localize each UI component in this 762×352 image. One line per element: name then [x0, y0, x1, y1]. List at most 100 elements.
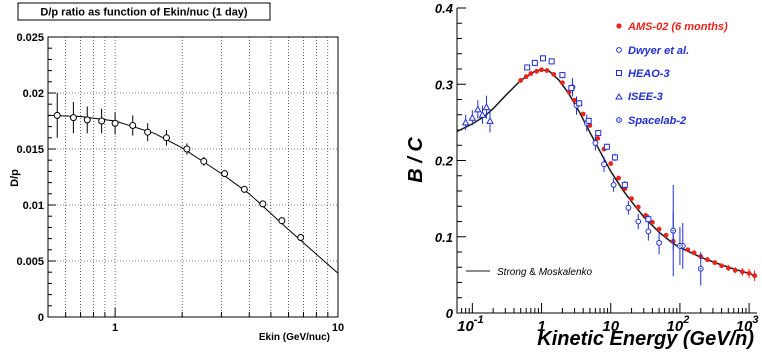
right-x-tick-label: 102	[667, 314, 690, 335]
right-y-tick-label: 0.3	[435, 77, 454, 92]
left-data-point	[259, 200, 267, 208]
right-data-point-filled-circle	[559, 80, 565, 86]
right-x-axis-label: Kinetic Energy (GeV/n)	[537, 328, 754, 350]
right-data-point-filled-circle	[725, 265, 731, 271]
legend-marker-open-triangle	[615, 93, 623, 100]
left-chart: D/p ratio as function of Ekin/nuc (1 day…	[9, 2, 344, 343]
right-data-point-open-square	[568, 85, 575, 92]
left-y-tick-label: 0.015	[16, 144, 44, 156]
left-y-tick-label: 0	[38, 312, 44, 324]
legend-model-name1: Strong	[497, 267, 527, 278]
left-y-tick-label: 0.02	[23, 88, 44, 100]
right-data-point-filled-circle	[656, 226, 662, 232]
right-data-point-filled-circle	[528, 71, 534, 76]
legend-marker-filled-circle	[616, 23, 622, 29]
right-data-point-filled-circle	[691, 250, 697, 256]
right-x-tick-label: 10-1	[457, 314, 483, 335]
left-data-point	[162, 134, 170, 142]
right-x-tick-label: 10	[602, 318, 619, 335]
left-grid	[48, 37, 338, 317]
left-title-box	[17, 2, 271, 21]
right-data-point-filled-circle	[685, 247, 691, 253]
right-data-point-open-square	[603, 143, 610, 150]
right-data-point-open-square	[540, 55, 547, 62]
right-data-point-open-triangle	[486, 116, 494, 124]
right-data-point-filled-circle	[746, 270, 752, 276]
legend-label: Spacelab-2	[628, 115, 686, 127]
legend-label: Dwyer et al.	[628, 45, 689, 57]
right-data-point-open-square	[621, 181, 628, 188]
left-data-point	[98, 117, 106, 125]
right-data-point-open-square	[531, 59, 538, 66]
right-x-tick-exponent: 3	[752, 314, 758, 326]
left-data-point	[221, 170, 229, 178]
left-x-axis-label: Ekin (GeV/nuc)	[259, 332, 330, 343]
left-x-tick-label: 10	[332, 322, 344, 334]
right-data-point-open-triangle	[473, 105, 482, 113]
right-model-curve	[456, 69, 758, 278]
right-x-tick-label: 103	[736, 314, 759, 335]
right-y-tick-label: 0.2	[435, 154, 454, 169]
left-axis-ticks	[47, 36, 339, 318]
right-x-tick-base: 10	[602, 318, 619, 335]
right-data-point-filled-circle	[595, 135, 601, 141]
left-data-point	[83, 116, 91, 124]
right-data-point-open-square	[559, 72, 566, 79]
legend-entry-dwyer: Dwyer et al.	[616, 45, 689, 57]
right-data-point-open-square	[645, 216, 652, 223]
right-data-point-filled-circle	[534, 68, 540, 74]
right-y-tick-label: 0.1	[435, 230, 453, 245]
right-data-point-filled-circle	[629, 196, 634, 202]
right-data-point-dot	[679, 245, 681, 247]
right-data-point-open-circle	[592, 140, 599, 146]
right-data-point-open-circle	[610, 182, 617, 188]
left-data-point	[144, 128, 152, 136]
right-data-point-open-square	[548, 58, 555, 65]
legend-marker-dot	[618, 119, 620, 121]
right-data-points	[461, 55, 757, 286]
right-data-point-dot	[672, 229, 675, 232]
legend-label: AMS-02 (6 months)	[627, 21, 728, 33]
legend-model-label: Strong & Moskalenko	[497, 267, 593, 278]
right-x-tick-label: 1	[537, 318, 545, 335]
left-plot-frame	[47, 36, 339, 318]
right-data-point-open-triangle	[482, 103, 491, 111]
right-data-point-filled-circle	[740, 269, 745, 275]
left-x-tick-label: 1	[112, 322, 118, 334]
right-data-point-filled-circle	[608, 161, 614, 166]
right-data-point-open-circle	[635, 218, 642, 225]
legend-label: ISEE-3	[628, 91, 663, 103]
left-data-point	[111, 119, 119, 127]
right-data-point-filled-circle	[518, 78, 524, 83]
right-data-point-open-circle	[625, 204, 632, 211]
right-data-point-open-triangle	[468, 113, 477, 121]
legend-entry-heao3: HEAO-3	[616, 68, 670, 80]
right-data-point-filled-circle	[712, 260, 718, 266]
right-data-point-filled-circle	[732, 267, 738, 273]
right-data-point-filled-circle	[705, 257, 710, 263]
right-y-tick-label: 0	[446, 306, 454, 321]
right-legend: AMS-02 (6 months) Dwyer et al. HEAO-3 IS…	[466, 21, 728, 278]
left-data-point	[69, 114, 77, 122]
right-chart: 0.4 0.3 0.2 0.1 0 10-1 1 10 102 103 B / …	[405, 1, 759, 350]
right-data-point-filled-circle	[752, 273, 757, 279]
left-y-tick-label: 0.025	[16, 32, 44, 44]
right-data-point-filled-circle	[551, 71, 557, 77]
right-data-point-open-triangle	[461, 118, 470, 126]
left-data-point	[297, 233, 305, 241]
right-x-tick-base: 1	[537, 318, 545, 335]
legend-marker-open-square	[616, 70, 622, 76]
right-x-tick-base: 10	[736, 318, 753, 335]
legend-entry-isee3: ISEE-3	[615, 91, 663, 103]
right-y-tick-label: 0.4	[435, 1, 454, 16]
left-data-point	[53, 111, 61, 119]
right-data-point-open-square	[595, 130, 602, 137]
left-data-point	[278, 217, 286, 225]
right-data-point-filled-circle	[616, 175, 622, 181]
right-data-point-filled-circle	[544, 68, 550, 73]
right-data-point-open-triangle	[478, 110, 487, 118]
left-data-point	[240, 185, 248, 193]
left-y-tick-label: 0.005	[16, 256, 44, 268]
left-data-point	[129, 121, 137, 129]
